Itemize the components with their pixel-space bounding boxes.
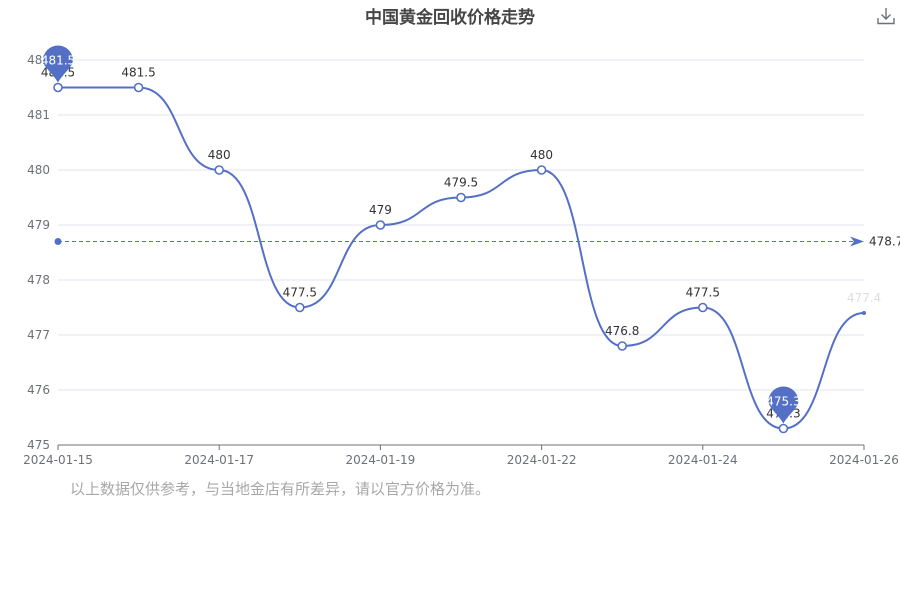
data-point [214,165,224,175]
max-pin-marker-label: 481.5 [41,54,75,68]
average-line-label: 478.7 [869,235,900,249]
series-line [58,86,865,430]
y-tick-label: 476 [27,383,50,397]
y-tick-label: 479 [27,218,50,232]
data-label: 477.5 [686,286,720,300]
data-label: 477.5 [283,286,317,300]
x-tick-label: 2024-01-24 [668,453,738,467]
data-point [294,302,305,313]
data-label: 480 [208,148,231,162]
data-point [375,220,386,230]
data-point [862,311,866,315]
disclaimer-note: 以上数据仅供参考，与当地金店有所差异，请以官方价格为准。 [70,480,491,498]
data-point [53,82,63,93]
chart-title: 中国黄金回收价格走势 [365,8,535,28]
x-tick-label: 2024-01-22 [507,453,577,467]
max-pin-marker [43,45,73,83]
data-label: 481.5 [121,66,155,80]
data-point [778,423,789,434]
data-label: 480 [530,148,553,162]
x-tick-label: 2024-01-19 [346,453,416,467]
data-point [617,341,628,351]
data-point [536,165,547,175]
download-icon [877,8,895,25]
y-tick-label: 480 [27,163,50,177]
min-pin-marker [768,386,799,424]
download-button[interactable] [876,6,896,26]
average-line-arrow [850,236,864,247]
data-point [697,302,708,313]
data-label: 479.5 [444,176,478,190]
x-tick-label: 2024-01-15 [23,453,93,467]
min-pin-marker-label: 475.3 [766,395,800,409]
data-label: 476.8 [605,324,639,338]
y-tick-label: 475 [27,438,50,452]
data-label: 477.4 [847,291,881,305]
x-tick-label: 2024-01-26 [829,453,899,467]
x-tick-label: 2024-01-17 [184,453,254,467]
data-label: 479 [369,203,392,217]
y-tick-label: 478 [27,273,50,287]
y-tick-label: 477 [27,328,50,342]
data-point [456,192,466,203]
data-point [133,82,144,93]
y-tick-label: 481 [27,108,50,122]
